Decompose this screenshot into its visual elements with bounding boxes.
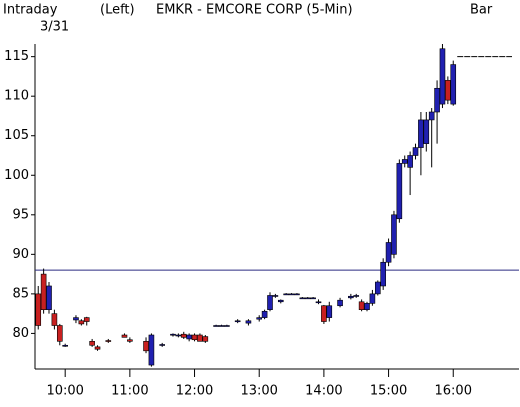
candle-body: [105, 340, 112, 342]
candle-body: [364, 303, 370, 310]
y-tick-label: 90: [12, 247, 29, 262]
candle-body: [143, 341, 149, 352]
candle-body: [380, 261, 386, 287]
axis-side-label: (Left): [100, 3, 135, 18]
candle-body: [197, 334, 203, 342]
candle-body: [385, 242, 392, 263]
candle-body: [51, 313, 58, 326]
candle-body: [148, 334, 155, 366]
candle-body: [35, 293, 42, 326]
candle-body: [391, 214, 397, 255]
candle-body: [62, 344, 68, 347]
candle-body: [304, 297, 311, 300]
y-tick-label: 80: [12, 326, 29, 341]
candle-body: [121, 334, 128, 338]
candle-body: [213, 325, 219, 327]
candle-body: [218, 325, 225, 327]
candle-body: [439, 48, 446, 105]
candle-body: [202, 336, 209, 342]
candle-body: [337, 299, 343, 307]
candle-body: [277, 299, 284, 303]
candle-body: [315, 301, 322, 304]
date-label: 3/31: [40, 20, 69, 35]
candle-body: [310, 297, 316, 300]
candle-body: [224, 325, 230, 327]
candle-body: [401, 159, 408, 164]
candle-body: [73, 317, 79, 321]
candle-body: [83, 317, 90, 322]
y-tick-label: 110: [4, 89, 29, 104]
candle-body: [245, 320, 252, 324]
candle-body: [40, 273, 47, 310]
candle-body: [321, 305, 327, 322]
candle-body: [78, 320, 85, 325]
candle-body: [450, 64, 457, 105]
candle-body: [294, 293, 300, 296]
x-tick-label: 14:00: [305, 384, 342, 399]
candle-body: [396, 163, 403, 220]
candle-body: [434, 87, 440, 113]
candle-body: [46, 285, 52, 310]
y-tick-label: 105: [4, 128, 29, 143]
candle-body: [353, 295, 360, 297]
y-tick-label: 115: [4, 49, 29, 64]
candle-body: [358, 301, 365, 310]
candle-body: [89, 341, 95, 346]
candle-body: [127, 339, 133, 342]
y-tick-label: 95: [12, 207, 29, 222]
candle-body: [423, 119, 430, 144]
x-tick-label: 15:00: [370, 384, 407, 399]
header-label: Intraday: [3, 3, 58, 18]
candle-body: [234, 320, 241, 323]
candle-body: [94, 346, 101, 350]
candle-body: [159, 344, 165, 346]
candle-body: [283, 293, 289, 296]
candle-body: [256, 317, 263, 320]
chart-style-label: Bar: [470, 3, 493, 18]
candle-body: [326, 305, 333, 318]
candle-body: [170, 333, 176, 336]
candle-body: [428, 111, 435, 121]
candle-body: [418, 119, 424, 148]
candle-body: [369, 293, 376, 304]
candle-body: [186, 334, 192, 340]
candle-body: [267, 295, 273, 310]
candle-body: [445, 80, 451, 101]
candle-body: [175, 334, 182, 337]
x-tick-label: 10:00: [46, 384, 83, 399]
x-tick-label: 13:00: [240, 384, 277, 399]
candle-body: [272, 295, 279, 297]
candle-body: [299, 297, 306, 300]
candle-body: [374, 281, 381, 295]
x-tick-label: 16:00: [435, 384, 472, 399]
x-tick-label: 11:00: [111, 384, 148, 399]
chart-title: EMKR - EMCORE CORP (5-Min): [156, 3, 353, 18]
candle-body: [412, 147, 419, 156]
candle-body: [180, 333, 187, 338]
y-tick-label: 100: [4, 168, 29, 183]
candle-body: [261, 310, 268, 318]
candle-body: [348, 295, 354, 299]
candle-body: [56, 325, 63, 342]
y-tick-label: 85: [12, 286, 29, 301]
candle-body: [288, 293, 295, 296]
candle-body: [191, 334, 198, 341]
x-tick-label: 12:00: [176, 384, 213, 399]
candle-body: [407, 155, 413, 168]
